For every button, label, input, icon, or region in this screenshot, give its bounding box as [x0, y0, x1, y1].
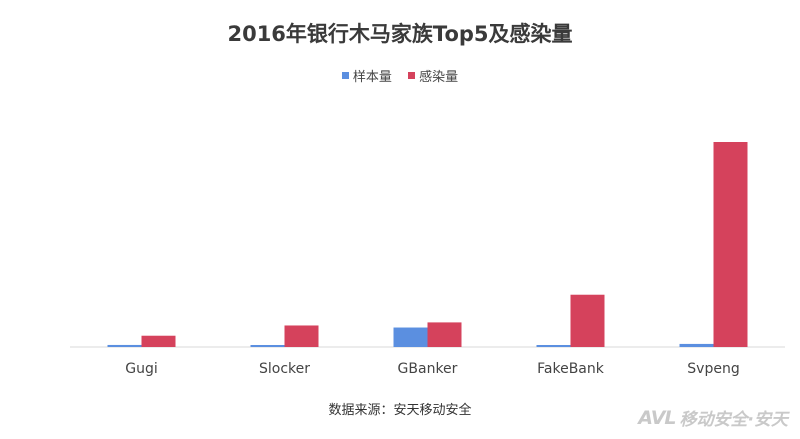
bar-sample-slocker — [250, 345, 285, 347]
bar-infection-gugi — [141, 335, 176, 347]
chart-title: 2016年银行木马家族Top5及感染量 — [227, 22, 573, 46]
x-tick-label-gbanker: GBanker — [398, 361, 458, 377]
bar-infection-gbanker — [427, 322, 462, 347]
legend-item-sample: 样本量 — [341, 66, 392, 85]
bar-sample-gugi — [107, 344, 142, 347]
x-tick-label-svpeng: Svpeng — [687, 361, 739, 377]
legend-label-infection: 感染量 — [419, 70, 459, 85]
legend-label-sample: 样本量 — [352, 70, 392, 85]
x-tick-label-slocker: Slocker — [259, 361, 310, 377]
x-tick-label-fakebank: FakeBank — [537, 361, 605, 377]
bar-sample-fakebank — [536, 345, 571, 347]
bar-infection-slocker — [284, 325, 319, 347]
bar-sample-svpeng — [679, 343, 714, 347]
avl-logo: AVL — [638, 406, 676, 429]
x-tick-label-gugi: Gugi — [125, 361, 158, 377]
bar-infection-svpeng — [713, 142, 748, 347]
legend-item-infection: 感染量 — [408, 66, 458, 85]
watermark: AVL 移动安全·安天 — [638, 405, 788, 431]
watermark-text: 移动安全·安天 — [679, 410, 788, 430]
legend: 样本量 感染量 — [0, 66, 800, 85]
source-note: 数据来源：安天移动安全 — [328, 403, 472, 418]
bar-infection-fakebank — [570, 294, 605, 347]
legend-swatch-infection — [408, 72, 416, 79]
bar-sample-gbanker — [393, 327, 428, 347]
legend-swatch-sample — [341, 72, 349, 79]
